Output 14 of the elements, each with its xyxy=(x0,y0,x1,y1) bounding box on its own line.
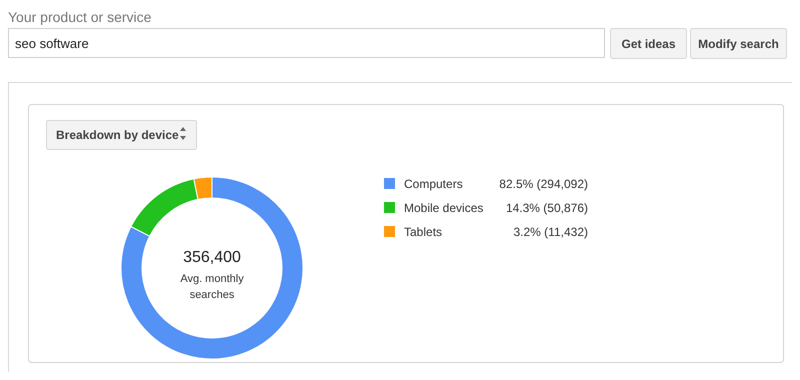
text: Breakdown by device xyxy=(56,128,180,142)
data-label: 3.2% (11,432) xyxy=(514,225,588,239)
text: 356,400 xyxy=(183,249,242,266)
legend-label: Computers xyxy=(404,177,463,191)
legend-label: Mobile devices xyxy=(404,201,484,215)
text: Avg. monthly searches xyxy=(180,273,244,301)
data-label: 14.3% (50,876) xyxy=(506,201,588,215)
legend-label: Tablets xyxy=(404,225,442,239)
donut-slice xyxy=(120,176,304,360)
text: Your product or service xyxy=(8,9,152,25)
text: Modify search xyxy=(698,37,779,51)
text: seo software xyxy=(15,36,89,51)
data-label: 82.5% (294,092) xyxy=(499,177,588,191)
text: Get ideas xyxy=(621,37,676,51)
